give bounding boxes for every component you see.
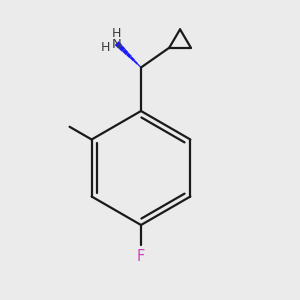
Text: F: F bbox=[137, 249, 145, 264]
Text: H: H bbox=[100, 40, 110, 53]
Text: N: N bbox=[112, 38, 122, 51]
Text: H: H bbox=[112, 27, 121, 40]
